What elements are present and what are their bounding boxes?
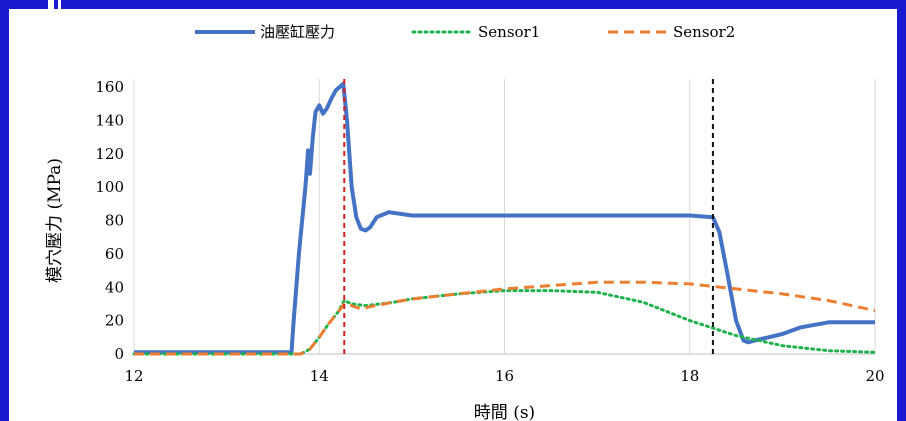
x-tick-label: 20: [865, 367, 884, 385]
legend-label: Sensor2: [673, 23, 735, 41]
border-notch: [58, 0, 61, 9]
border-notch: [48, 0, 54, 9]
y-tick-label: 140: [95, 111, 124, 129]
x-axis-label: 時間 (s): [474, 403, 535, 421]
x-tick-label: 12: [124, 367, 143, 385]
x-tick-label: 14: [310, 367, 329, 385]
y-tick-label: 20: [105, 312, 124, 330]
y-tick-label: 80: [105, 212, 124, 230]
y-axis-label: 模穴壓力 (MPa): [45, 158, 65, 283]
y-tick-label: 40: [105, 278, 124, 296]
y-tick-label: 100: [95, 178, 124, 196]
x-tick-label: 16: [495, 367, 514, 385]
y-tick-label: 0: [114, 345, 124, 363]
legend-label: 油壓缸壓力: [260, 23, 335, 41]
y-tick-label: 60: [105, 245, 124, 263]
legend: 油壓缸壓力 Sensor1 Sensor2: [195, 23, 735, 41]
tick-labels: 12 14 16 18 20 0 20 40 60 80 100 120 140 160: [95, 78, 884, 385]
series-line-Sensor2: [134, 280, 876, 356]
series-lines: [132, 81, 877, 356]
y-tick-label: 120: [95, 145, 124, 163]
y-tick-label: 160: [95, 78, 124, 96]
legend-label: Sensor1: [478, 23, 540, 41]
x-tick-label: 18: [680, 367, 699, 385]
reference-lines: [343, 79, 714, 354]
series-line-油壓缸壓力: [134, 81, 875, 355]
top-border: [0, 0, 906, 9]
